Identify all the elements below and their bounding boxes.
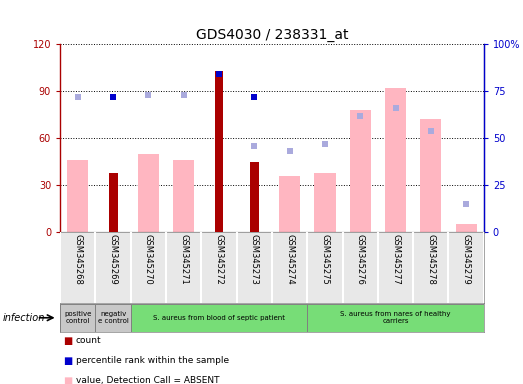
Bar xyxy=(60,304,95,331)
Text: S. aureus from nares of healthy
carriers: S. aureus from nares of healthy carriers xyxy=(340,311,451,324)
Text: GSM345273: GSM345273 xyxy=(250,235,259,285)
Bar xyxy=(250,162,259,232)
Text: GSM345269: GSM345269 xyxy=(109,235,118,285)
Bar xyxy=(385,88,406,232)
Text: value, Detection Call = ABSENT: value, Detection Call = ABSENT xyxy=(76,376,219,384)
Text: ■: ■ xyxy=(63,336,72,346)
Text: percentile rank within the sample: percentile rank within the sample xyxy=(76,356,229,365)
Bar xyxy=(456,225,476,232)
Title: GDS4030 / 238331_at: GDS4030 / 238331_at xyxy=(196,28,348,42)
Text: GSM345268: GSM345268 xyxy=(73,235,82,285)
Bar xyxy=(138,154,159,232)
Text: GSM345274: GSM345274 xyxy=(285,235,294,285)
Bar xyxy=(131,304,308,331)
Text: GSM345272: GSM345272 xyxy=(214,235,223,285)
Bar xyxy=(349,110,371,232)
Text: GSM345275: GSM345275 xyxy=(321,235,329,285)
Bar xyxy=(307,304,484,331)
Bar xyxy=(279,176,300,232)
Text: ■: ■ xyxy=(63,376,72,384)
Bar xyxy=(314,173,336,232)
Text: GSM345270: GSM345270 xyxy=(144,235,153,285)
Text: GSM345276: GSM345276 xyxy=(356,235,365,285)
Text: count: count xyxy=(76,336,101,345)
Text: negativ
e control: negativ e control xyxy=(98,311,129,324)
Text: infection: infection xyxy=(3,313,45,323)
Text: GSM345279: GSM345279 xyxy=(462,235,471,285)
Text: GSM345277: GSM345277 xyxy=(391,235,400,285)
Bar xyxy=(109,173,118,232)
Text: GSM345278: GSM345278 xyxy=(426,235,435,285)
Bar xyxy=(214,71,223,232)
Bar xyxy=(420,119,441,232)
Text: GSM345271: GSM345271 xyxy=(179,235,188,285)
Text: ■: ■ xyxy=(63,356,72,366)
Bar xyxy=(173,160,195,232)
Bar xyxy=(67,160,88,232)
Text: positive
control: positive control xyxy=(64,311,92,324)
Bar xyxy=(95,304,131,331)
Text: S. aureus from blood of septic patient: S. aureus from blood of septic patient xyxy=(153,315,285,321)
